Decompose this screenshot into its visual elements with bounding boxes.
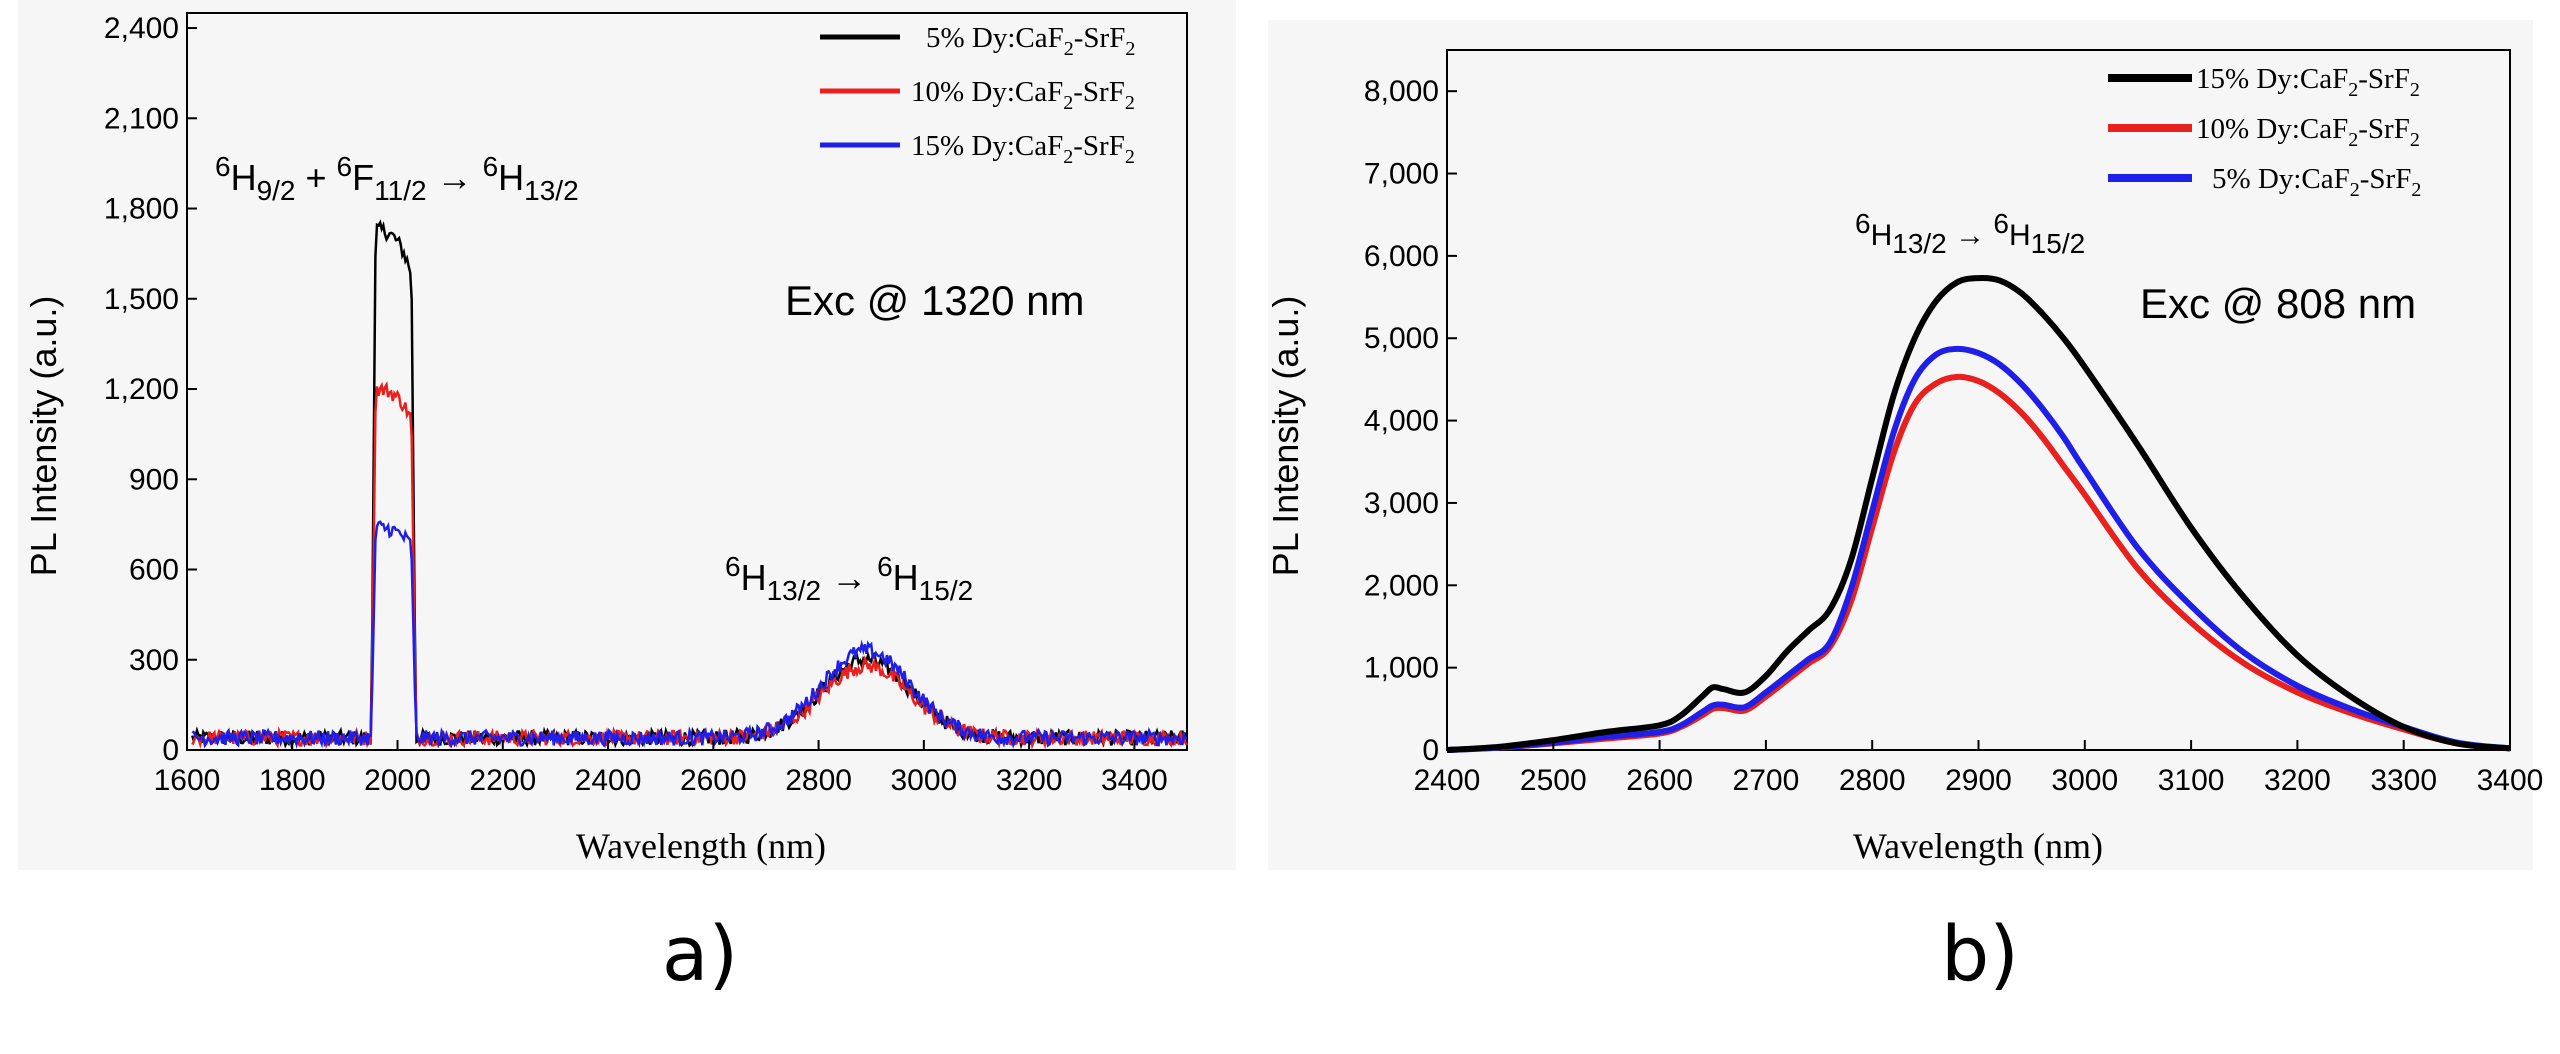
panel-b-background	[1268, 20, 2533, 870]
chart-b-y-tick-label-5: 5,000	[1364, 322, 1439, 355]
chart-b-y-ticks: 0 1,000 2,000 3,000 4,000 5,000 6,000 7,000 8,00…	[1364, 75, 1457, 767]
chart-a-legend-label-2: 15% Dy:CaF2-SrF2	[911, 130, 1135, 168]
panel-a-background	[18, 0, 1236, 870]
chart-b-x-tick-label-6: 3000	[2051, 764, 2118, 797]
chart-b-legend-label-1: 10% Dy:CaF2-SrF2	[2196, 113, 2420, 151]
chart-a-x-tick-label-3: 2200	[469, 764, 536, 797]
chart-b-y-tick-label-0: 0	[1422, 734, 1439, 767]
chart-b-frame	[1446, 49, 2511, 751]
chart-a-x-tick-label-8: 3200	[996, 764, 1063, 797]
chart-a-series-1	[191, 381, 1189, 750]
chart-b-series-group	[1446, 275, 2511, 753]
chart-b-x-ticks: 2400 2500 2600 2700 2800 2900 3000 3100 3200 3300…	[1414, 740, 2544, 797]
chart-a-y-tick-label-4: 1,200	[104, 373, 179, 406]
chart-a-transition-1: 6H9/2 + 6F11/2 → 6H13/2	[215, 151, 579, 206]
chart-a-x-tick-label-2: 2000	[364, 764, 431, 797]
chart-b-x-tick-label-5: 2900	[1945, 764, 2012, 797]
chart-b-series-2	[1446, 345, 2511, 753]
chart-a-y-tick-label-5: 1,500	[104, 283, 179, 316]
chart-a-x-tick-label-7: 3000	[890, 764, 957, 797]
chart-b-legend-label-0: 15% Dy:CaF2-SrF2	[2196, 63, 2420, 101]
chart-b-x-tick-label-10: 3400	[2477, 764, 2544, 797]
chart-a-x-tick-label-1: 1800	[259, 764, 326, 797]
chart-b-x-tick-label-1: 2500	[1520, 764, 1587, 797]
chart-b-excitation-label: Exc @ 808 nm	[2140, 280, 2416, 327]
chart-b-y-tick-label-6: 6,000	[1364, 240, 1439, 273]
chart-b-x-tick-label-8: 3200	[2264, 764, 2331, 797]
chart-b-transition: 6H13/2 → 6H15/2	[1855, 208, 2085, 259]
chart-a-series-group	[191, 219, 1189, 751]
chart-b-legend: 15% Dy:CaF2-SrF2 10% Dy:CaF2-SrF2 5% Dy:…	[2108, 63, 2421, 201]
chart-b-y-tick-label-1: 1,000	[1364, 652, 1439, 685]
chart-a-y-tick-label-3: 900	[129, 463, 179, 496]
chart-a-y-tick-label-7: 2,100	[104, 102, 179, 135]
chart-a-x-tick-label-6: 2800	[785, 764, 852, 797]
chart-a-y-tick-label-0: 0	[162, 734, 179, 767]
chart-a-frame	[186, 12, 1188, 751]
panel-a-label: a)	[662, 909, 738, 998]
chart-a-y-axis-label: PL Intensity (a.u.)	[23, 296, 64, 577]
chart-a-x-tick-label-0: 1600	[154, 764, 221, 797]
chart-b-y-tick-label-2: 2,000	[1364, 569, 1439, 602]
chart-b-x-axis-label: Wavelength (nm)	[1853, 826, 2103, 866]
chart-a-x-tick-label-4: 2400	[575, 764, 642, 797]
chart-a: 0 300 600 900 1,200 1,500 1,800 2,100 2,400 1600…	[23, 12, 1189, 866]
chart-a-y-tick-label-8: 2,400	[104, 12, 179, 45]
chart-b-legend-label-2: 5% Dy:CaF2-SrF2	[2212, 163, 2421, 201]
chart-b-x-tick-label-4: 2800	[1839, 764, 1906, 797]
chart-b-y-tick-label-7: 7,000	[1364, 158, 1439, 191]
panel-b-label: b)	[1941, 909, 2019, 998]
chart-b-x-tick-label-9: 3300	[2370, 764, 2437, 797]
chart-a-excitation-label: Exc @ 1320 nm	[785, 277, 1084, 324]
chart-b-x-tick-label-0: 2400	[1414, 764, 1481, 797]
chart-b-x-tick-label-7: 3100	[2158, 764, 2225, 797]
chart-a-legend-label-1: 10% Dy:CaF2-SrF2	[911, 76, 1135, 114]
chart-a-y-tick-label-1: 300	[129, 644, 179, 677]
chart-a-y-tick-label-6: 1,800	[104, 193, 179, 226]
chart-a-x-axis-label: Wavelength (nm)	[576, 826, 826, 866]
chart-b-y-tick-label-3: 3,000	[1364, 487, 1439, 520]
chart-a-series-2	[191, 520, 1188, 750]
chart-b-series-0	[1446, 275, 2511, 753]
chart-a-x-ticks: 1600 1800 2000 2200 2400 2600 2800 3000 3200 3400	[154, 740, 1168, 797]
chart-a-legend-label-0: 5% Dy:CaF2-SrF2	[926, 22, 1135, 60]
chart-a-x-tick-label-9: 3400	[1101, 764, 1168, 797]
chart-b-x-tick-label-2: 2600	[1626, 764, 1693, 797]
chart-b: 0 1,000 2,000 3,000 4,000 5,000 6,000 7,000 8,00…	[1265, 49, 2544, 866]
chart-b-y-axis-label: PL Intensity (a.u.)	[1265, 296, 1306, 577]
chart-a-x-tick-label-5: 2600	[680, 764, 747, 797]
chart-a-y-ticks: 0 300 600 900 1,200 1,500 1,800 2,100 2,400	[104, 12, 197, 767]
chart-a-transition-2: 6H13/2 → 6H15/2	[725, 551, 973, 606]
chart-a-legend: 5% Dy:CaF2-SrF2 10% Dy:CaF2-SrF2 15% Dy:…	[820, 22, 1135, 168]
chart-a-y-tick-label-2: 600	[129, 554, 179, 587]
chart-b-x-tick-label-3: 2700	[1733, 764, 1800, 797]
chart-b-y-tick-label-8: 8,000	[1364, 75, 1439, 108]
chart-b-y-tick-label-4: 4,000	[1364, 405, 1439, 438]
